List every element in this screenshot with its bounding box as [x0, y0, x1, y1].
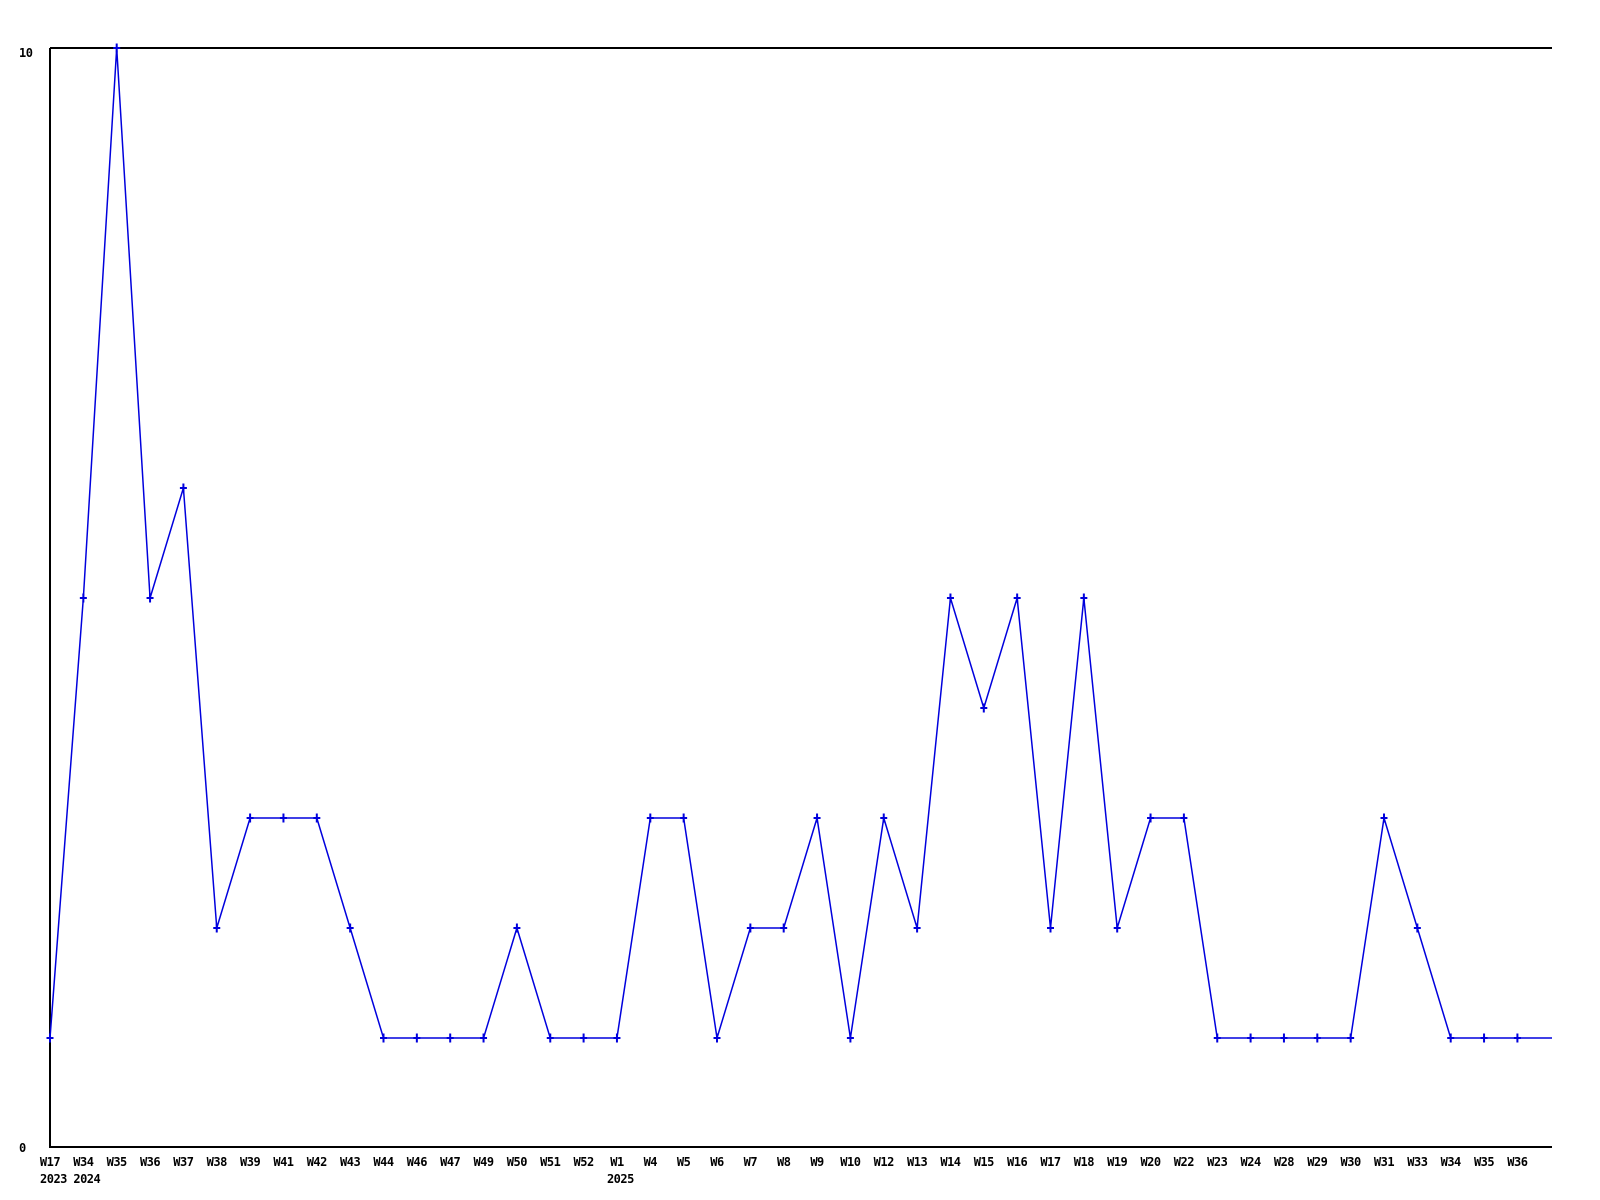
x-tick-label: W46: [407, 1155, 427, 1169]
x-tick-label: W49: [473, 1155, 493, 1169]
year-label: 2023: [40, 1172, 67, 1186]
x-tick-label: W34: [73, 1155, 93, 1169]
series-line: [49, 47, 1552, 1039]
x-tick-label: W1: [610, 1155, 624, 1169]
x-tick-label: W51: [540, 1155, 560, 1169]
x-tick-label: W24: [1241, 1155, 1261, 1169]
x-tick-label: W12: [874, 1155, 894, 1169]
x-tick-label: W43: [340, 1155, 360, 1169]
x-tick-label: W28: [1274, 1155, 1294, 1169]
x-tick-label: W7: [744, 1155, 758, 1169]
x-tick-label: W35: [1474, 1155, 1494, 1169]
x-tick-label: W4: [644, 1155, 658, 1169]
data-point-markers: [46, 43, 1521, 1043]
x-tick-label: W37: [173, 1155, 193, 1169]
year-label: 2024: [73, 1172, 100, 1186]
x-tick-label: W10: [840, 1155, 860, 1169]
x-tick-label: W41: [273, 1155, 293, 1169]
x-tick-label: W47: [440, 1155, 460, 1169]
x-tick-label: W17: [40, 1155, 60, 1169]
x-tick-label: W8: [777, 1155, 791, 1169]
x-tick-label: W31: [1374, 1155, 1394, 1169]
x-tick-label: W44: [373, 1155, 393, 1169]
x-tick-label: W34: [1441, 1155, 1461, 1169]
x-tick-label: W35: [107, 1155, 127, 1169]
y-tick-label: 10: [19, 46, 33, 60]
x-tick-label: W38: [207, 1155, 227, 1169]
x-tick-label: W22: [1174, 1155, 1194, 1169]
x-tick-label: W15: [974, 1155, 994, 1169]
x-tick-label: W50: [507, 1155, 527, 1169]
x-tick-label: W36: [1507, 1155, 1527, 1169]
y-tick-label: 0: [19, 1141, 26, 1155]
x-tick-label: W23: [1207, 1155, 1227, 1169]
x-tick-label: W52: [574, 1155, 594, 1169]
x-tick-label: W19: [1107, 1155, 1127, 1169]
x-tick-label: W13: [907, 1155, 927, 1169]
x-tick-label: W33: [1407, 1155, 1427, 1169]
x-tick-label: W17: [1040, 1155, 1060, 1169]
x-tick-label: W42: [307, 1155, 327, 1169]
x-tick-label: W20: [1140, 1155, 1160, 1169]
x-tick-label: W30: [1341, 1155, 1361, 1169]
year-label: 2025: [607, 1172, 634, 1186]
x-tick-label: W18: [1074, 1155, 1094, 1169]
x-tick-label: W36: [140, 1155, 160, 1169]
x-tick-label: W16: [1007, 1155, 1027, 1169]
x-tick-label: W29: [1307, 1155, 1327, 1169]
x-tick-label: W6: [710, 1155, 724, 1169]
x-tick-label: W9: [810, 1155, 824, 1169]
x-tick-label: W14: [940, 1155, 960, 1169]
x-tick-label: W39: [240, 1155, 260, 1169]
x-tick-label: W5: [677, 1155, 691, 1169]
